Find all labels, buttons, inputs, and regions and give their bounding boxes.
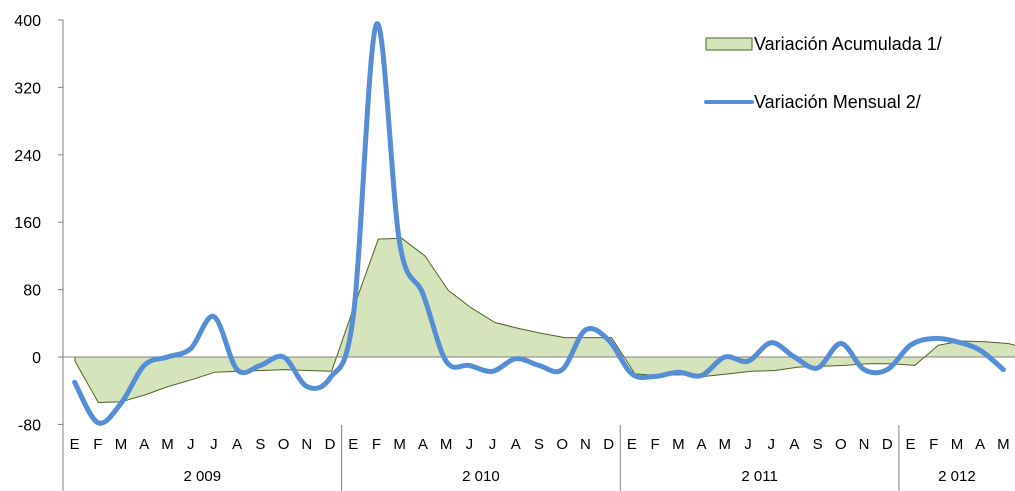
x-month-label: M [997, 436, 1010, 453]
x-month-label: J [744, 436, 752, 453]
y-tick-label: -80 [18, 417, 41, 434]
legend: Variación Acumulada 1/ Variación Mensual… [704, 34, 942, 112]
y-tick-label: 240 [14, 148, 41, 165]
x-month-label: A [697, 436, 707, 453]
y-axis: 400 320 240 160 80 0 -80 [14, 13, 64, 434]
x-month-label: J [466, 436, 474, 453]
x-month-label: E [70, 436, 80, 453]
x-month-label: N [301, 436, 312, 453]
line-series-group [72, 21, 1006, 426]
x-month-label: F [93, 436, 102, 453]
x-month-label: O [556, 436, 568, 453]
x-month-label: D [603, 436, 614, 453]
x-month-label: M [440, 436, 453, 453]
x-month-label: A [789, 436, 799, 453]
x-year-label: 2 011 [741, 468, 777, 485]
area-series-variacion-acumulada [74, 237, 1015, 403]
y-tick-label: 160 [14, 215, 41, 232]
x-month-label: S [534, 436, 544, 453]
x-year-label: 2 010 [462, 468, 500, 485]
x-month-label: M [115, 436, 128, 453]
x-month-label: O [835, 436, 847, 453]
x-month-label: E [906, 436, 916, 453]
x-month-label: M [393, 436, 406, 453]
x-month-label: J [187, 436, 195, 453]
x-month-label: A [975, 436, 985, 453]
x-year-label: 2 012 [938, 468, 976, 485]
y-tick-label: 400 [14, 13, 41, 30]
x-month-label: F [651, 436, 660, 453]
x-month-label: J [767, 436, 775, 453]
x-month-label: A [139, 436, 149, 453]
x-month-label: J [489, 436, 497, 453]
x-month-label: F [372, 436, 381, 453]
line-series-variacion-mensual [72, 21, 1006, 426]
x-month-label: A [511, 436, 521, 453]
legend-swatch-area [705, 37, 753, 51]
x-month-label: F [929, 436, 938, 453]
x-month-label: J [210, 436, 218, 453]
x-month-label: A [418, 436, 428, 453]
x-month-label: E [627, 436, 637, 453]
legend-label-line: Variación Mensual 2/ [754, 92, 921, 112]
x-month-label: M [161, 436, 174, 453]
x-month-label: M [951, 436, 964, 453]
y-tick-label: 320 [14, 80, 41, 97]
x-month-label: M [719, 436, 732, 453]
x-month-label: D [882, 436, 893, 453]
x-month-label: A [232, 436, 242, 453]
x-month-label: D [325, 436, 336, 453]
x-year-label: 2 009 [184, 468, 222, 485]
x-month-label: N [580, 436, 591, 453]
x-month-label: N [859, 436, 870, 453]
x-month-label: S [255, 436, 265, 453]
x-month-label: E [348, 436, 358, 453]
y-tick-label: 0 [32, 350, 41, 367]
x-month-label: O [278, 436, 290, 453]
x-month-label: S [813, 436, 823, 453]
y-tick-label: 80 [23, 283, 41, 300]
x-month-label: M [672, 436, 685, 453]
legend-label-area: Variación Acumulada 1/ [754, 34, 942, 54]
